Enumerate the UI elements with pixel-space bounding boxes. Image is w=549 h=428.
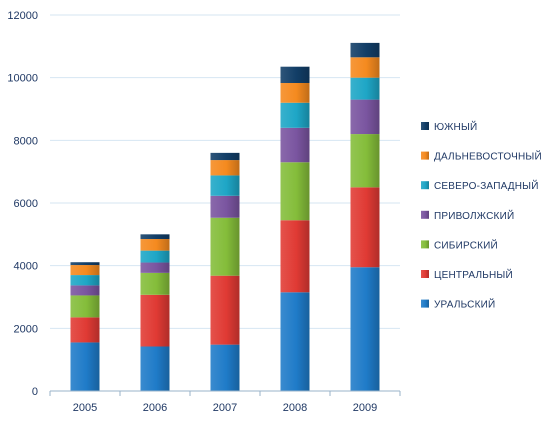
bar-segment (350, 187, 380, 268)
bar-stack-2006 (140, 234, 170, 391)
bar-stack-2007 (210, 152, 240, 391)
legend-label: ПРИВОЛЖСКИЙ (434, 209, 514, 222)
x-tick-label: 2009 (353, 402, 377, 414)
x-tick-label: 2006 (143, 402, 167, 414)
bar-segment (210, 175, 240, 196)
legend-item: УРАЛЬСКИЙ (421, 298, 495, 311)
bar-segment (140, 250, 170, 263)
y-tick-label: 12000 (7, 10, 38, 22)
legend-label: СИБИРСКИЙ (434, 238, 498, 251)
bar-segment (280, 162, 310, 221)
legend-item: СЕВЕРО-ЗАПАДНЫЙ (421, 179, 539, 192)
bar-segment (280, 82, 310, 103)
legend-item: ЮЖНЫЙ (421, 120, 477, 133)
bar-segment (70, 295, 100, 318)
bar-segment (140, 346, 170, 391)
y-tick-label: 8000 (14, 135, 38, 147)
bar-segment (210, 195, 240, 218)
bar-segment (140, 272, 170, 295)
x-tick-label: 2008 (283, 402, 307, 414)
legend-swatch (421, 151, 429, 160)
bar-segment (70, 265, 100, 276)
bar-stack-2005 (70, 262, 100, 391)
bar-segment (280, 66, 310, 83)
y-tick-label: 2000 (14, 323, 38, 335)
bar-segment (140, 234, 170, 240)
legend-swatch (421, 270, 429, 278)
legend-label: СЕВЕРО-ЗАПАДНЫЙ (434, 179, 539, 192)
bars (70, 42, 380, 391)
legend-label: ЮЖНЫЙ (434, 120, 477, 133)
bar-segment (350, 134, 380, 188)
legend-item: ПРИВОЛЖСКИЙ (421, 209, 514, 222)
y-tick-label: 4000 (14, 261, 38, 273)
bar-segment (350, 57, 380, 78)
bar-stack-2009 (350, 42, 380, 391)
bar-segment (70, 275, 100, 286)
y-tick-label: 10000 (7, 73, 38, 85)
bar-stack-2008 (280, 66, 310, 391)
legend-swatch (421, 299, 429, 308)
legend-swatch (421, 210, 429, 219)
bar-segment (210, 275, 240, 345)
bar-segment (280, 127, 310, 163)
x-tick-label: 2005 (73, 402, 97, 414)
bar-segment (70, 317, 100, 343)
bar-segment (70, 342, 100, 391)
bar-segment (210, 344, 240, 391)
bar-segment (210, 160, 240, 176)
x-axis-tick-labels: 2005 2006 2007 2008 2009 (73, 402, 377, 414)
bar-segment (140, 294, 170, 347)
bar-segment (210, 152, 240, 161)
bar-segment (280, 292, 310, 391)
x-tick-label: 2007 (213, 402, 237, 414)
y-tick-label: 0 (32, 386, 38, 398)
legend-swatch (421, 181, 429, 190)
legend-item: ЦЕНТРАЛЬНЫЙ (421, 268, 513, 281)
bar-segment (70, 262, 100, 266)
legend-label: ДАЛЬНЕВОСТОЧНЫЙ (434, 150, 542, 163)
bar-segment (280, 102, 310, 128)
bar-segment (280, 220, 310, 293)
legend-swatch (421, 240, 429, 249)
y-tick-label: 6000 (14, 198, 38, 210)
legend: ЮЖНЫЙ ДАЛЬНЕВОСТОЧНЫЙ СЕВЕРО-ЗАПАДНЫЙ ПРИВО… (421, 120, 542, 311)
bar-segment (140, 262, 170, 273)
legend-swatch (421, 122, 429, 130)
bar-segment (140, 239, 170, 251)
bar-segment (70, 285, 100, 296)
bar-segment (210, 217, 240, 276)
bar-segment (350, 267, 380, 391)
legend-label: ЦЕНТРАЛЬНЫЙ (434, 268, 513, 281)
x-axis (49, 390, 401, 396)
legend-label: УРАЛЬСКИЙ (434, 298, 495, 311)
y-axis-tick-labels: 0 2000 4000 6000 8000 10000 12000 (7, 10, 38, 398)
legend-item: СИБИРСКИЙ (421, 238, 498, 251)
bar-segment (350, 42, 380, 58)
bar-segment (350, 99, 380, 135)
bar-segment (350, 77, 380, 100)
legend-item: ДАЛЬНЕВОСТОЧНЫЙ (421, 150, 542, 163)
